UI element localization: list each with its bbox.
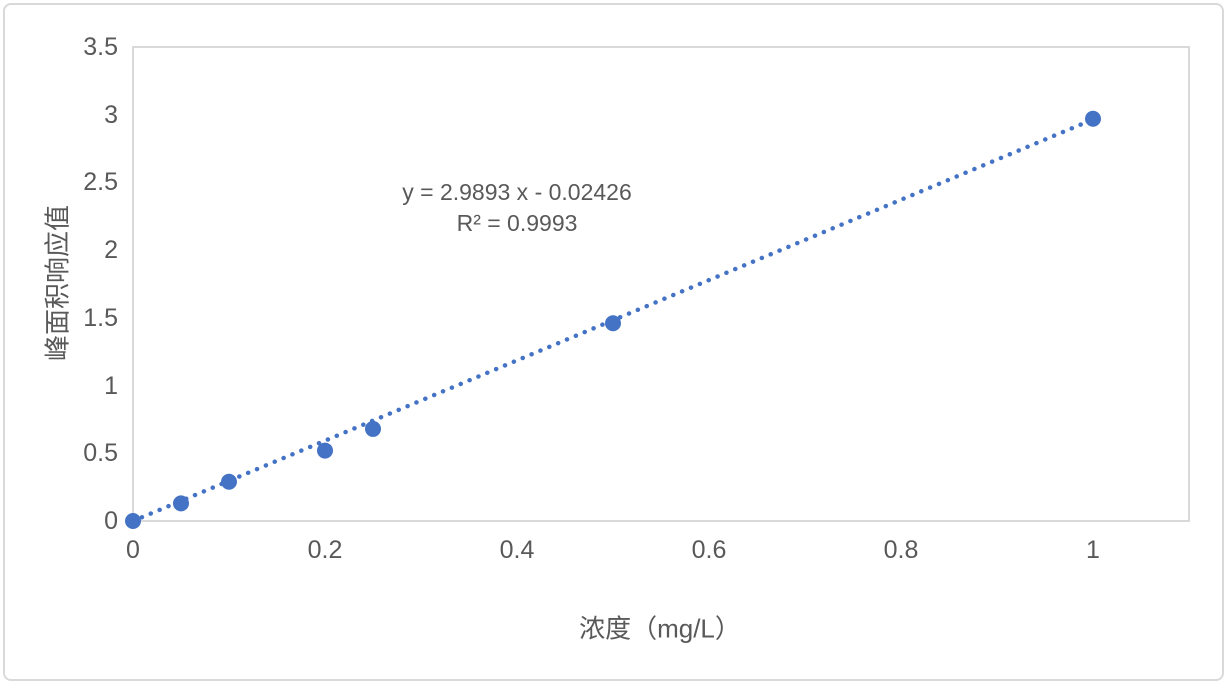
r-squared-value: R² = 0.9993 — [456, 210, 578, 236]
data-point — [173, 495, 189, 512]
data-point — [125, 513, 141, 529]
trendline-annotation: y = 2.9893 x - 0.02426 R² = 0.9993 — [337, 177, 697, 239]
chart-border — [3, 3, 1224, 681]
plot-border — [132, 46, 1190, 522]
trendline-equation: y = 2.9893 x - 0.02426 — [402, 179, 632, 205]
x-tick-label: 0 — [126, 536, 140, 564]
y-tick-label: 1 — [104, 371, 118, 400]
y-tick-label: 0 — [104, 507, 118, 535]
data-point — [317, 442, 333, 459]
x-tick-label: 0.4 — [499, 536, 535, 564]
y-tick-label: 2 — [104, 236, 118, 265]
y-tick-label: 2.5 — [83, 168, 118, 197]
data-point — [365, 420, 381, 437]
x-tick-label: 0.8 — [883, 536, 919, 564]
y-tick-label: 3.5 — [83, 33, 118, 61]
data-point — [221, 473, 237, 490]
x-tick-label: 0.2 — [307, 536, 343, 564]
y-tick-label: 1.5 — [83, 303, 118, 332]
data-point — [605, 315, 621, 332]
y-tick-label: 0.5 — [83, 439, 118, 468]
y-tick-label: 3 — [104, 100, 118, 129]
data-point — [1085, 110, 1101, 127]
x-tick-label: 0.6 — [691, 536, 727, 564]
y-axis-title: 峰面积响应值 — [42, 204, 73, 362]
x-axis-title: 浓度（mg/L） — [579, 613, 741, 644]
x-tick-label: 1 — [1086, 536, 1100, 564]
